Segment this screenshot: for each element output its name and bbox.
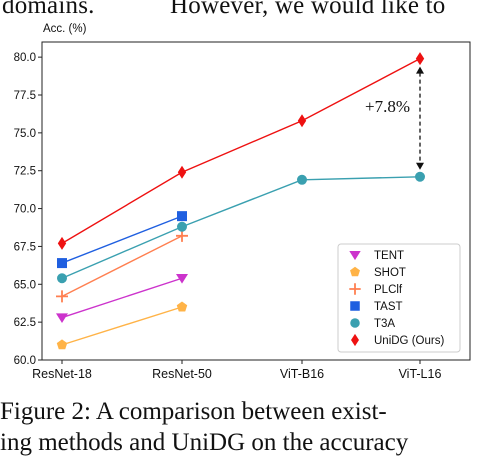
y-tick-label: 80.0 [14,52,36,64]
series-line [61,235,183,298]
caption-line-2: ing methods and UniDG on the accuracy [0,429,409,456]
data-point [297,174,307,185]
data-point [177,211,187,222]
data-point [415,171,425,182]
plot-frame [41,41,471,361]
legend-entry: SHOT [350,266,406,279]
legend-marker [350,301,360,311]
legend-entry: T3A [350,318,395,330]
legend-box [337,243,461,353]
x-tick-label: ViT-L16 [399,367,442,381]
y-tick-label: 75.0 [14,128,36,140]
legend-label: TAST [374,301,403,313]
data-point [57,236,67,250]
series-line [61,215,183,264]
series-shot [56,301,188,350]
series-line [61,176,421,279]
x-tick-label: ViT-B16 [280,367,324,381]
annotation-arrowhead-down [416,162,424,170]
data-point [415,52,425,66]
y-tick-label: 67.5 [14,241,36,253]
series-plclf [56,229,188,303]
data-point [176,229,188,242]
y-tick-label: 70.0 [14,204,36,216]
legend-label: UniDG (Ours) [374,335,444,347]
data-point [176,301,188,312]
accuracy-line-chart: 60.0 62.5 65.0 67.5 70.0 72.5 75.0 77.5 80.0 Acc.… [14,23,471,381]
legend-marker [351,333,359,347]
chart-legend: TENT SHOT PLClf TAST T3A UniDG (Ours) [337,243,461,353]
y-tick-label: 72.5 [14,166,36,178]
legend-label: T3A [374,318,395,330]
series-line [61,306,183,346]
body-text-top-left: domains. [2,0,95,19]
y-axis-label: Acc. (%) [43,23,87,35]
series-tast [57,211,187,269]
y-tick-label: 60.0 [14,355,36,367]
x-tick-label: ResNet-50 [152,367,212,381]
data-point [176,274,188,284]
data-point [57,258,67,269]
legend-entry: UniDG (Ours) [351,333,444,347]
legend-entry: TENT [349,250,404,262]
legend-label: PLClf [374,284,403,296]
legend-marker [350,266,360,277]
chart-series-layer [56,52,425,350]
legend-marker [349,283,361,295]
data-point [177,165,187,179]
caption-line-1: Figure 2: A comparison between exist- [0,398,387,425]
y-tick-label: 65.0 [14,279,36,291]
legend-label: TENT [374,250,404,262]
legend-entry: PLClf [349,283,403,296]
legend-label: SHOT [374,267,406,279]
series-tent [56,274,188,323]
chart-axes: 60.0 62.5 65.0 67.5 70.0 72.5 75.0 77.5 80.0 Acc.… [14,23,471,381]
annotation-label: +7.8% [365,97,410,116]
series-unidg-ours [57,52,425,250]
chart-annotation-layer: +7.8% [365,66,424,170]
y-tick-label: 77.5 [14,90,36,102]
data-point [177,221,187,232]
series-t3a [57,171,425,284]
legend-marker [350,318,360,328]
data-point [57,273,67,284]
gap-annotation: +7.8% [365,66,424,170]
series-line [61,58,421,245]
y-tick-label: 62.5 [14,317,36,329]
legend-marker [349,251,361,261]
annotation-arrowhead-up [416,66,424,74]
data-point [297,114,307,128]
body-text-top-right: However, we would like to [170,0,446,19]
data-point [56,339,68,350]
series-line [61,277,183,319]
legend-entry: TAST [350,301,403,313]
data-point [56,313,68,323]
data-point [56,290,68,303]
x-tick-label: ResNet-18 [32,367,92,381]
